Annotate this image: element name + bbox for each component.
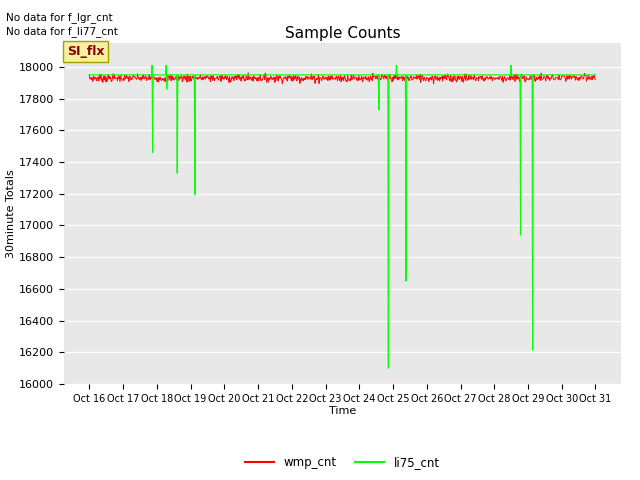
X-axis label: Time: Time <box>329 407 356 417</box>
Text: No data for f_lgr_cnt: No data for f_lgr_cnt <box>6 12 113 23</box>
Text: SI_flx: SI_flx <box>67 45 104 58</box>
Y-axis label: 30minute Totals: 30minute Totals <box>6 169 16 258</box>
Title: Sample Counts: Sample Counts <box>285 25 400 41</box>
Legend: wmp_cnt, li75_cnt: wmp_cnt, li75_cnt <box>240 451 445 474</box>
Text: No data for f_li77_cnt: No data for f_li77_cnt <box>6 26 118 37</box>
